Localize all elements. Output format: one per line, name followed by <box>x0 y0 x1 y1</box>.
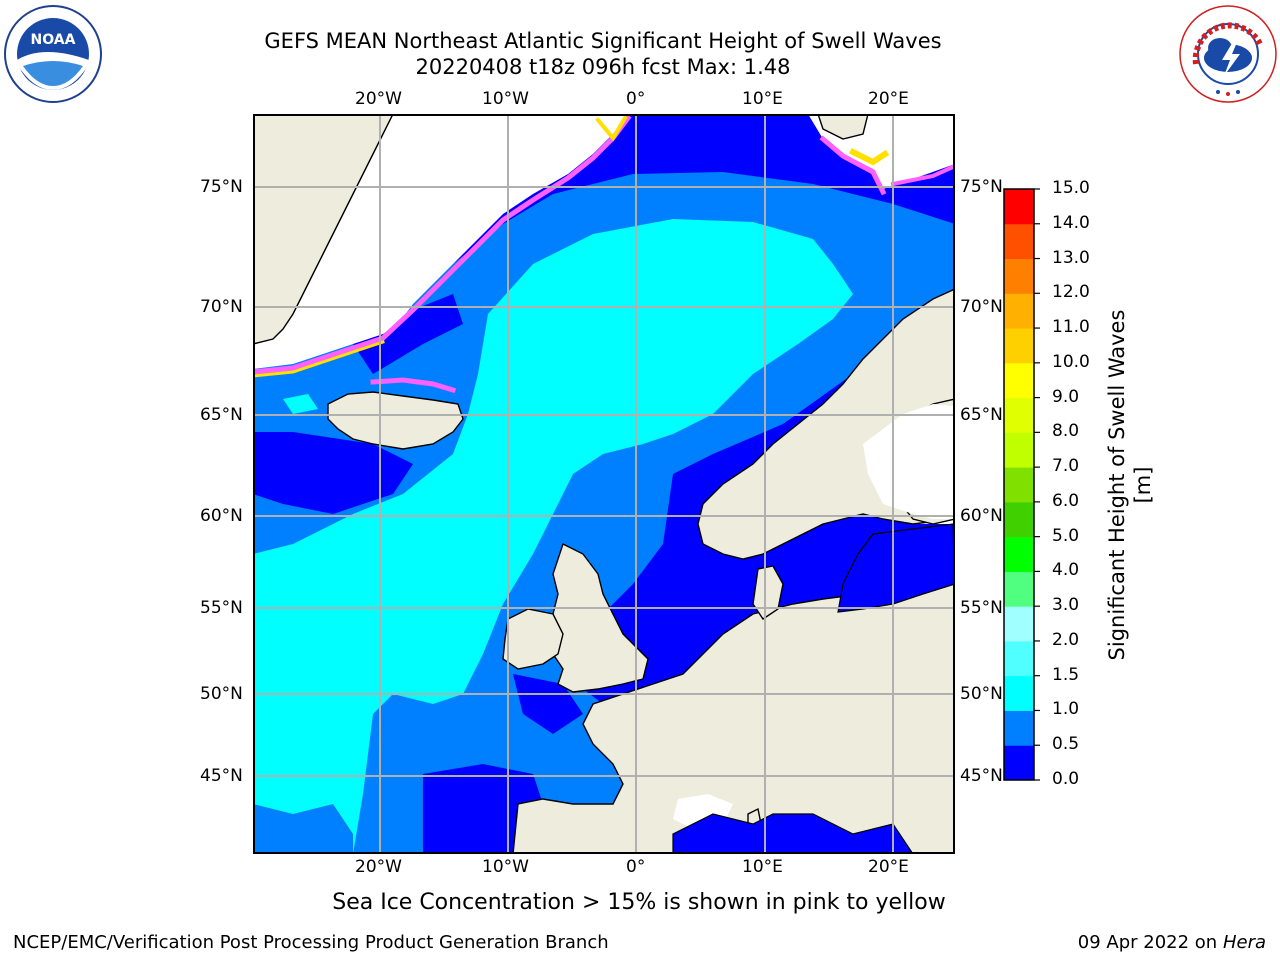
lon-label-top-10e: 10°E <box>742 89 783 109</box>
colorbar-tick-label: 14.0 <box>1052 212 1090 233</box>
lon-label-top-0: 0° <box>626 89 646 109</box>
colorbar-tick-label: 0.0 <box>1052 769 1080 789</box>
noaa-logo-text: NOAA <box>31 32 76 48</box>
lon-label-bottom-0: 0° <box>626 857 646 877</box>
lat-label-left-75n: 75°N <box>200 177 243 197</box>
colorbar-segment <box>1004 467 1034 503</box>
lat-label-right-45n: 45°N <box>960 766 1003 786</box>
colorbar-tick-label: 1.5 <box>1052 664 1080 685</box>
lat-label-left-50n: 50°N <box>200 684 243 704</box>
graticule <box>253 114 955 854</box>
colorbar-segment <box>1004 293 1034 329</box>
lat-label-right-50n: 50°N <box>960 684 1003 704</box>
sea-ice-edge <box>253 114 955 394</box>
lat-label-right-75n: 75°N <box>960 177 1003 197</box>
lat-label-right-70n: 70°N <box>960 297 1003 317</box>
colorbar-tick-label: 11.0 <box>1052 317 1090 338</box>
colorbar-segment <box>1004 501 1034 538</box>
colorbar-segment <box>1004 189 1034 225</box>
colorbar-title: Significant Height of Swell Waves [m] <box>1105 309 1155 661</box>
colorbar <box>1003 188 1040 781</box>
footer-date: 09 Apr 2022 on <box>1077 932 1223 953</box>
colorbar-tick-label: 9.0 <box>1052 386 1080 407</box>
lon-label-top-20e: 20°E <box>868 89 909 109</box>
colorbar-tick-label: 1.0 <box>1052 699 1080 720</box>
colorbar-segment <box>1004 606 1034 642</box>
footer-left: NCEP/EMC/Verification Post Processing Pr… <box>13 932 609 953</box>
lat-label-left-55n: 55°N <box>200 598 243 618</box>
map-subtitle: 20220408 t18z 096h fcst Max: 1.48 <box>415 55 791 79</box>
lat-label-left-45n: 45°N <box>200 766 243 786</box>
colorbar-segment <box>1004 675 1034 711</box>
swell-height-map <box>253 114 955 854</box>
colorbar-segment <box>1004 710 1034 746</box>
lon-label-top-10w: 10°W <box>482 89 529 109</box>
colorbar-segment <box>1004 223 1034 260</box>
colorbar-segment <box>1004 432 1034 468</box>
colorbar-tick-label: 0.5 <box>1052 734 1080 755</box>
lon-label-bottom-20w: 20°W <box>355 857 402 877</box>
colorbar-tick-label: 10.0 <box>1052 351 1090 372</box>
lon-label-bottom-10e: 10°E <box>742 857 783 877</box>
colorbar-tick-label: 12.0 <box>1052 282 1090 303</box>
colorbar-segment <box>1004 328 1034 364</box>
lat-label-right-55n: 55°N <box>960 598 1003 618</box>
footer-right: 09 Apr 2022 on Hera <box>1078 932 1266 953</box>
map-title: GEFS MEAN Northeast Atlantic Significant… <box>264 29 942 53</box>
colorbar-segment <box>1004 397 1034 433</box>
colorbar-tick-label: 6.0 <box>1052 490 1080 511</box>
noaa-logo: NOAA <box>4 5 102 103</box>
colorbar-tick-label: 13.0 <box>1052 247 1090 268</box>
sea-ice-note: Sea Ice Concentration > 15% is shown in … <box>332 890 946 915</box>
colorbar-segment <box>1004 362 1034 399</box>
colorbar-tick-label: 3.0 <box>1052 595 1080 616</box>
lat-label-right-60n: 60°N <box>960 506 1003 526</box>
lat-label-left-70n: 70°N <box>200 297 243 317</box>
colorbar-tick-label: 7.0 <box>1052 456 1080 477</box>
map-frame <box>253 114 955 854</box>
colorbar-tick-label: 2.0 <box>1052 629 1080 650</box>
colorbar-tick-label: 15.0 <box>1052 178 1090 198</box>
lat-label-left-65n: 65°N <box>200 405 243 425</box>
mediterranean-sea <box>672 813 914 854</box>
colorbar-tick-label: 4.0 <box>1052 560 1080 581</box>
colorbar-segment <box>1004 571 1034 607</box>
colorbar-tick-label: 5.0 <box>1052 525 1080 546</box>
colorbar-frame <box>1003 188 1035 781</box>
colorbar-segment <box>1004 745 1034 781</box>
lon-label-bottom-10w: 10°W <box>482 857 529 877</box>
colorbar-segment <box>1004 640 1034 677</box>
colorbar-tick-label: 8.0 <box>1052 421 1080 442</box>
nws-logo <box>1179 5 1277 103</box>
colorbar-segment <box>1004 258 1034 294</box>
colorbar-segment <box>1004 536 1034 572</box>
lat-label-right-65n: 65°N <box>960 405 1003 425</box>
swell-band-1.0-1.5 <box>253 219 853 854</box>
footer-machine: Hera <box>1222 932 1266 953</box>
lon-label-top-20w: 20°W <box>355 89 402 109</box>
lon-label-bottom-20e: 20°E <box>868 857 909 877</box>
lat-label-left-60n: 60°N <box>200 506 243 526</box>
